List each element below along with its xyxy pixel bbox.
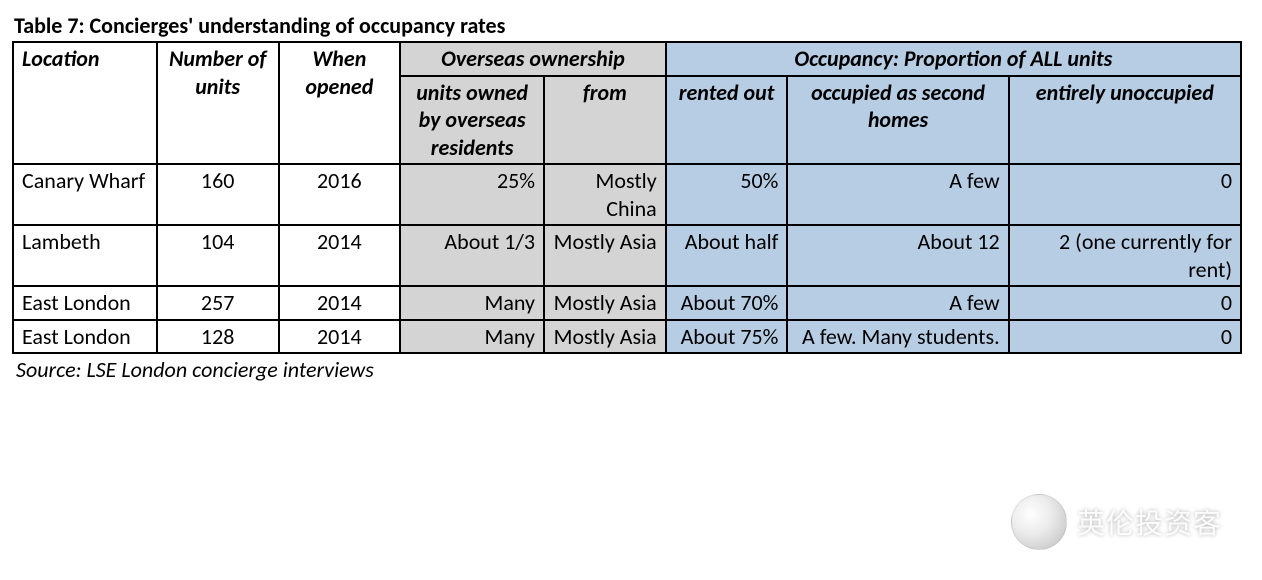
- cell-opened: 2014: [279, 320, 401, 354]
- cell-owned: Many: [400, 286, 544, 320]
- table-title: Table 7: Concierges' understanding of oc…: [14, 12, 1250, 39]
- cell-opened: 2016: [279, 164, 401, 225]
- cell-from: Mostly Asia: [544, 286, 666, 320]
- cell-rented: About 70%: [666, 286, 788, 320]
- cell-from: Mostly Asia: [544, 225, 666, 286]
- occupancy-table: Location Number of units When opened Ove…: [12, 41, 1242, 354]
- cell-units: 160: [157, 164, 279, 225]
- cell-unocc: 0: [1009, 164, 1241, 225]
- col-header-second: occupied as second homes: [787, 76, 1008, 165]
- cell-location: Canary Wharf: [13, 164, 157, 225]
- col-header-owned: units owned by overseas residents: [400, 76, 544, 165]
- table-body: Canary Wharf 160 2016 25% Mostly China 5…: [13, 164, 1241, 353]
- group-header-overseas: Overseas ownership: [400, 42, 666, 76]
- table-row: Lambeth 104 2014 About 1/3 Mostly Asia A…: [13, 225, 1241, 286]
- table-row: East London 257 2014 Many Mostly Asia Ab…: [13, 286, 1241, 320]
- cell-owned: Many: [400, 320, 544, 354]
- cell-second: A few. Many students.: [787, 320, 1008, 354]
- col-header-from: from: [544, 76, 666, 165]
- cell-location: East London: [13, 286, 157, 320]
- col-header-opened: When opened: [279, 42, 401, 164]
- cell-opened: 2014: [279, 286, 401, 320]
- cell-owned: 25%: [400, 164, 544, 225]
- cell-rented: About 75%: [666, 320, 788, 354]
- group-header-occupancy: Occupancy: Proportion of ALL units: [666, 42, 1241, 76]
- cell-rented: About half: [666, 225, 788, 286]
- col-header-unocc: entirely unoccupied: [1009, 76, 1241, 165]
- col-header-location: Location: [13, 42, 157, 164]
- cell-owned: About 1/3: [400, 225, 544, 286]
- cell-opened: 2014: [279, 225, 401, 286]
- cell-units: 104: [157, 225, 279, 286]
- cell-location: East London: [13, 320, 157, 354]
- cell-second: A few: [787, 164, 1008, 225]
- table-source: Source: LSE London concierge interviews: [16, 356, 1250, 383]
- table-row: East London 128 2014 Many Mostly Asia Ab…: [13, 320, 1241, 354]
- watermark-avatar-icon: [1011, 494, 1067, 550]
- cell-from: Mostly Asia: [544, 320, 666, 354]
- cell-rented: 50%: [666, 164, 788, 225]
- cell-unocc: 0: [1009, 286, 1241, 320]
- cell-unocc: 2 (one currently for rent): [1009, 225, 1241, 286]
- col-header-rented: rented out: [666, 76, 788, 165]
- cell-second: A few: [787, 286, 1008, 320]
- watermark-text: 英伦投资客: [1077, 502, 1222, 542]
- cell-units: 128: [157, 320, 279, 354]
- cell-from: Mostly China: [544, 164, 666, 225]
- cell-units: 257: [157, 286, 279, 320]
- cell-unocc: 0: [1009, 320, 1241, 354]
- col-header-units: Number of units: [157, 42, 279, 164]
- cell-second: About 12: [787, 225, 1008, 286]
- watermark: 英伦投资客: [1011, 494, 1222, 550]
- table-row: Canary Wharf 160 2016 25% Mostly China 5…: [13, 164, 1241, 225]
- group-header-row: Location Number of units When opened Ove…: [13, 42, 1241, 76]
- cell-location: Lambeth: [13, 225, 157, 286]
